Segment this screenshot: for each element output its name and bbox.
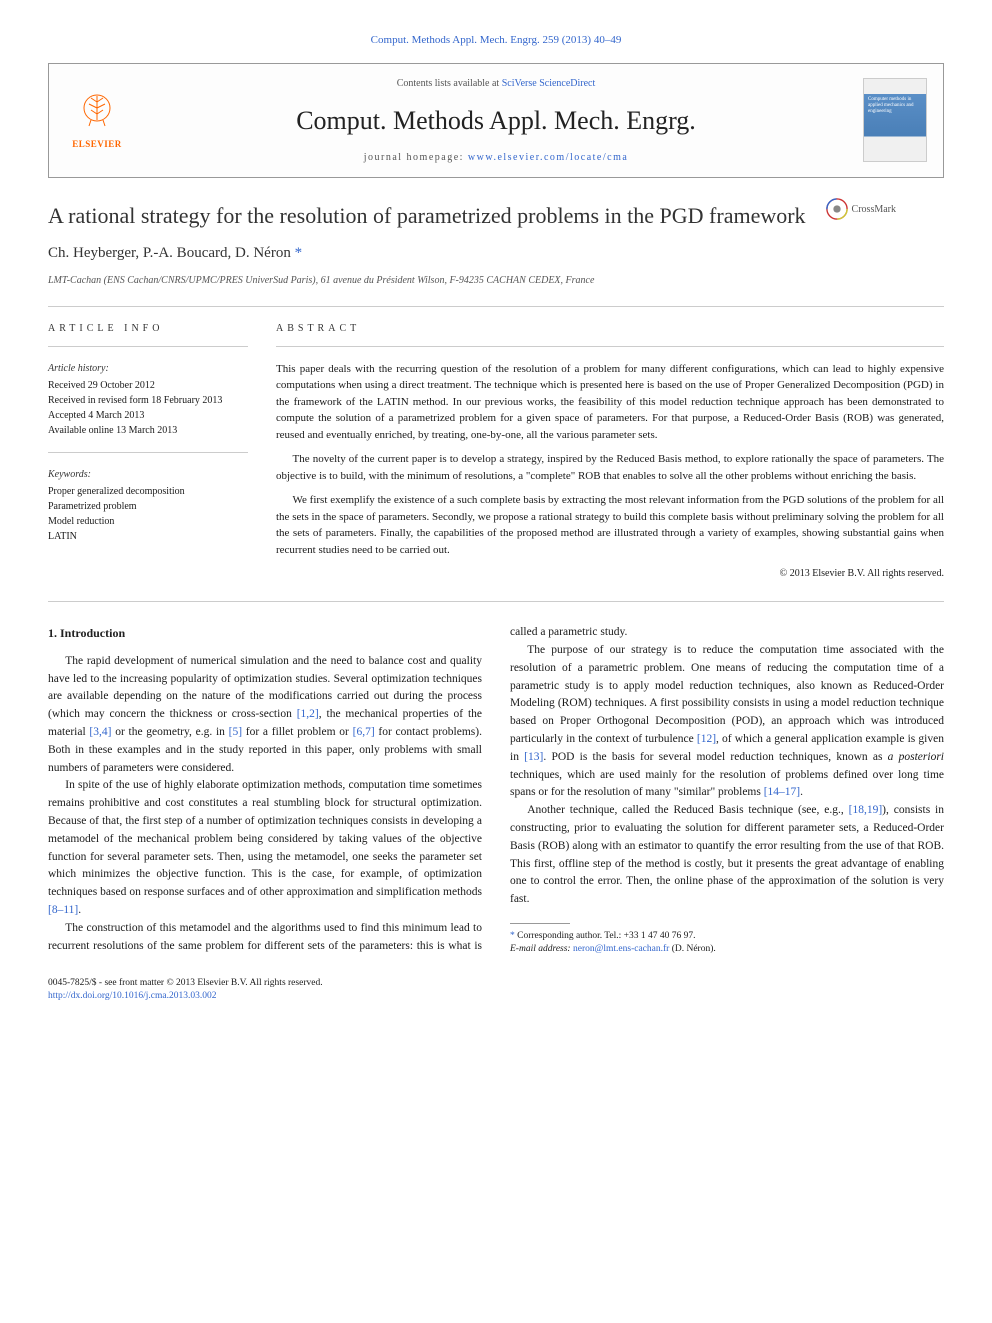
homepage-prefix: journal homepage: [364,152,468,163]
journal-cover-thumbnail[interactable]: Computer methods in applied mechanics an… [863,78,927,162]
email-suffix: (D. Néron). [669,944,715,954]
abstract-paragraph: This paper deals with the recurring ques… [276,361,944,444]
article-info-column: ARTICLE INFO Article history: Received 2… [48,321,248,582]
sciencedirect-link[interactable]: SciVerse ScienceDirect [502,78,596,89]
footnote-marker: * [510,931,515,941]
keyword: Model reduction [48,514,248,529]
doi-link[interactable]: http://dx.doi.org/10.1016/j.cma.2013.03.… [48,991,216,1001]
email-link[interactable]: neron@lmt.ens-cachan.fr [573,944,669,954]
history-line: Accepted 4 March 2013 [48,408,248,423]
text-run: . [800,786,803,798]
intro-paragraph: The rapid development of numerical simul… [48,653,482,778]
footnote-separator [510,923,570,924]
emphasis: a posteriori [888,751,944,763]
citation-ref[interactable]: [12] [697,733,716,745]
abstract-text: This paper deals with the recurring ques… [276,361,944,559]
journal-cover-text: Computer methods in applied mechanics an… [868,97,922,115]
info-divider-2 [48,452,248,453]
footnote-text: Corresponding author. Tel.: +33 1 47 40 … [517,931,695,941]
abstract-copyright: © 2013 Elsevier B.V. All rights reserved… [276,566,944,581]
keyword: Parametrized problem [48,499,248,514]
citation-ref[interactable]: [5] [229,726,242,738]
corresponding-marker: * [295,245,303,261]
intro-paragraph: In spite of the use of highly elaborate … [48,777,482,920]
abstract-heading: ABSTRACT [276,321,944,336]
corresponding-author-note: * Corresponding author. Tel.: +33 1 47 4… [510,930,944,943]
journal-name: Comput. Methods Appl. Mech. Engrg. [141,101,851,140]
keywords-block: Keywords: Proper generalized decompositi… [48,467,248,544]
citation-ref[interactable]: [18,19] [849,804,883,816]
header-center: Contents lists available at SciVerse Sci… [129,76,863,165]
contents-prefix: Contents lists available at [397,78,502,89]
article-info-heading: ARTICLE INFO [48,321,248,336]
crossmark-icon [826,198,848,220]
history-line: Available online 13 March 2013 [48,423,248,438]
intro-paragraph: Another technique, called the Reduced Ba… [510,802,944,909]
elsevier-brand-text: ELSEVIER [72,138,122,152]
text-run: ), consists in constructing, prior to ev… [510,804,944,905]
keywords-label: Keywords: [48,467,248,482]
history-line: Received in revised form 18 February 201… [48,393,248,408]
abstract-column: ABSTRACT This paper deals with the recur… [276,321,944,582]
divider-top [48,306,944,307]
citation-ref[interactable]: [3,4] [89,726,111,738]
crossmark-label: CrossMark [852,202,896,217]
abstract-paragraph: We first exemplify the existence of a su… [276,492,944,558]
article-title: A rational strategy for the resolution o… [48,202,944,231]
keyword: LATIN [48,529,248,544]
journal-homepage-line: journal homepage: www.elsevier.com/locat… [141,150,851,165]
abstract-paragraph: The novelty of the current paper is to d… [276,451,944,484]
divider-body [48,601,944,602]
abstract-divider [276,346,944,347]
section-heading-intro: 1. Introduction [48,624,482,643]
journal-header: ELSEVIER Contents lists available at Sci… [48,63,944,178]
journal-homepage-link[interactable]: www.elsevier.com/locate/cma [468,152,628,163]
article-history-block: Article history: Received 29 October 201… [48,361,248,438]
history-label: Article history: [48,361,248,376]
citation-ref[interactable]: [6,7] [353,726,375,738]
elsevier-tree-icon [73,88,121,136]
email-label: E-mail address: [510,944,573,954]
citation-ref[interactable]: [1,2] [297,708,319,720]
keyword: Proper generalized decomposition [48,484,248,499]
footnotes: * Corresponding author. Tel.: +33 1 47 4… [510,930,944,957]
citation-ref[interactable]: [13] [524,751,543,763]
email-line: E-mail address: neron@lmt.ens-cachan.fr … [510,943,944,956]
text-run: In spite of the use of highly elaborate … [48,779,482,898]
author-names: Ch. Heyberger, P.-A. Boucard, D. Néron [48,245,295,261]
top-citation[interactable]: Comput. Methods Appl. Mech. Engrg. 259 (… [48,32,944,49]
text-run: The purpose of our strategy is to reduce… [510,644,944,745]
info-divider-1 [48,346,248,347]
affiliation: LMT-Cachan (ENS Cachan/CNRS/UPMC/PRES Un… [48,273,944,288]
info-abstract-row: ARTICLE INFO Article history: Received 2… [48,321,944,582]
text-run: techniques, which are used mainly for th… [510,769,944,799]
body-two-column: 1. Introduction The rapid development of… [48,624,944,957]
contents-available-line: Contents lists available at SciVerse Sci… [141,76,851,91]
history-line: Received 29 October 2012 [48,378,248,393]
elsevier-logo[interactable]: ELSEVIER [65,84,129,156]
crossmark-badge[interactable]: CrossMark [826,198,896,220]
bottom-metadata: 0045-7825/$ - see front matter © 2013 El… [48,977,944,1004]
text-run: for a fillet problem or [242,726,353,738]
text-run: . POD is the basis for several model red… [543,751,887,763]
citation-ref[interactable]: [8–11] [48,904,78,916]
text-run: Another technique, called the Reduced Ba… [527,804,848,816]
intro-paragraph: The purpose of our strategy is to reduce… [510,642,944,802]
issn-line: 0045-7825/$ - see front matter © 2013 El… [48,977,944,990]
text-run: . [78,904,81,916]
citation-ref[interactable]: [14–17] [764,786,800,798]
text-run: or the geometry, e.g. in [111,726,228,738]
authors: Ch. Heyberger, P.-A. Boucard, D. Néron * [48,242,944,265]
